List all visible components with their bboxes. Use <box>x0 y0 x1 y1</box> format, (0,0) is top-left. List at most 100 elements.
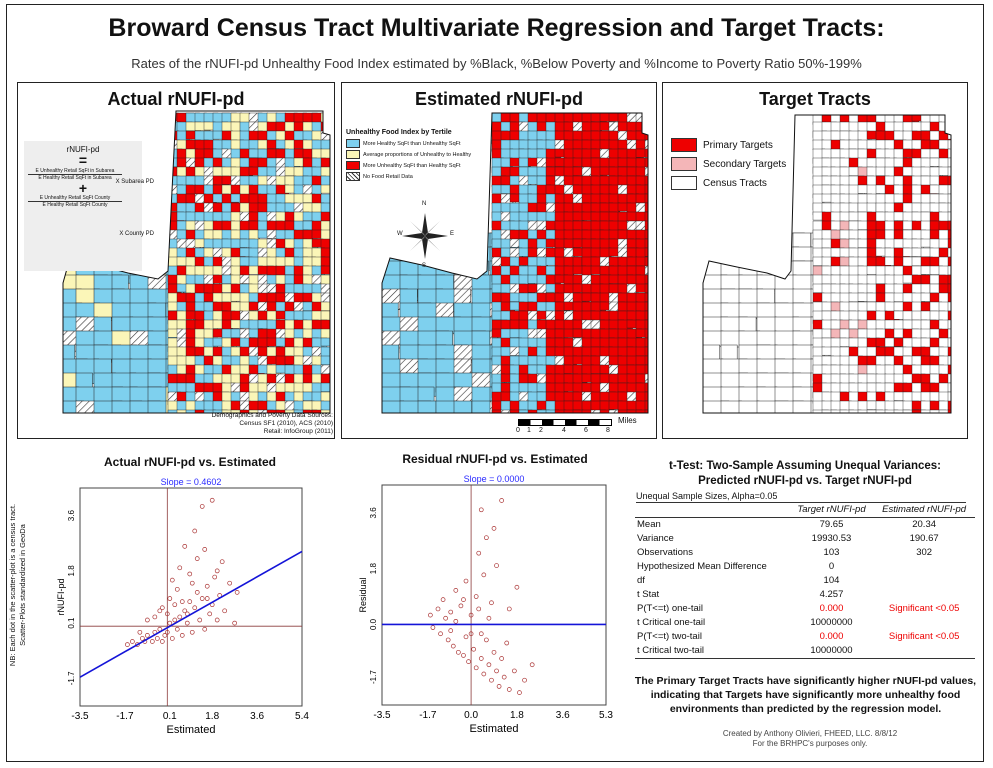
scatter-point <box>125 642 130 647</box>
census-tract <box>581 265 592 276</box>
census-tract <box>947 319 951 335</box>
census-tract <box>76 415 97 432</box>
census-tract <box>239 265 250 276</box>
row-value-1: 103 <box>823 547 840 558</box>
census-tract <box>947 409 951 413</box>
scale-tick-label: 8 <box>606 427 610 434</box>
credit-line: Created by Anthony Olivieri, FHEED, LLC.… <box>722 729 898 738</box>
census-tract <box>947 184 951 195</box>
scatter-point <box>187 571 193 577</box>
ttest-top-rule <box>636 502 966 503</box>
census-tract <box>435 302 454 320</box>
census-tract <box>831 419 841 435</box>
census-tract <box>957 302 968 317</box>
census-tract <box>654 248 657 261</box>
census-tract <box>721 415 746 433</box>
census-tract <box>608 247 619 257</box>
legend-swatch <box>671 176 697 190</box>
scatter-point <box>214 617 220 623</box>
census-tract <box>644 175 648 189</box>
census-tract <box>329 256 330 270</box>
census-tract <box>644 247 648 257</box>
census-tract <box>320 292 330 303</box>
scatter-point <box>445 637 451 643</box>
census-tract <box>212 265 224 276</box>
census-tract <box>875 409 888 413</box>
census-tract <box>738 232 764 256</box>
census-tract <box>875 184 887 194</box>
scatter-point <box>506 606 512 612</box>
compass-w: W <box>397 231 403 237</box>
row-value-2: 20.34 <box>912 519 937 530</box>
census-tract <box>739 415 770 434</box>
census-tract <box>644 113 648 126</box>
census-tract <box>212 274 223 284</box>
census-tract <box>966 275 968 284</box>
row-value-1: 19930.53 <box>811 533 852 544</box>
census-tract <box>644 265 648 275</box>
census-tract <box>947 355 951 367</box>
formula-plus: + <box>78 180 88 196</box>
census-tract <box>812 409 829 413</box>
census-tract <box>185 130 197 140</box>
census-tract <box>329 373 330 384</box>
formula-box: rNUFI-pd = E Unhealthy Retail SqFt in Su… <box>24 141 154 271</box>
census-tract <box>966 257 968 273</box>
scatter-point <box>461 653 466 658</box>
scatter-point <box>473 665 479 671</box>
census-tract <box>957 131 968 140</box>
legend-item-healthy: More Healthy SqFt than Unhealthy SqFt <box>346 139 486 148</box>
census-tract <box>491 274 502 285</box>
scatter-point <box>481 572 487 578</box>
census-tract <box>329 310 330 320</box>
compass-rose-icon <box>402 213 448 259</box>
census-tract <box>626 409 642 413</box>
census-tract <box>830 175 842 186</box>
row-label: Observations <box>637 547 693 558</box>
poster-frame <box>6 4 984 762</box>
data-sources: Demographics and Poverty Data Sources: C… <box>183 412 333 436</box>
census-tract <box>654 293 657 306</box>
census-tract <box>966 203 968 217</box>
census-tract <box>453 288 471 305</box>
census-tract <box>293 409 311 413</box>
y-tick-label: -1.7 <box>67 671 76 685</box>
legend-label: Census Tracts <box>703 177 767 189</box>
scatter-point <box>494 668 499 674</box>
census-tract <box>947 130 951 140</box>
census-tract <box>947 265 951 280</box>
census-tract <box>320 337 330 347</box>
census-tract <box>957 257 968 267</box>
census-tract <box>635 328 646 338</box>
census-tract <box>167 220 179 231</box>
census-tract <box>957 239 968 252</box>
scatter-point <box>159 605 165 611</box>
legend-item-unhealthy: More Unhealthy SqFt than Healthy SqFt <box>346 161 486 170</box>
census-tract <box>518 409 533 413</box>
scatter-point <box>430 625 436 630</box>
scatter-point <box>496 684 502 689</box>
scatter-point <box>438 631 443 637</box>
census-tract <box>947 211 951 223</box>
scatter-point <box>199 596 205 601</box>
row-label: t Critical two-tail <box>637 645 705 656</box>
census-tract <box>545 409 560 413</box>
scatter-point <box>157 608 163 614</box>
census-tract <box>644 328 648 345</box>
census-tract <box>957 230 968 244</box>
census-tract <box>266 409 280 413</box>
scatter-note-line: NB: Each dot in the scatter-plot is a ce… <box>8 503 17 667</box>
census-tract <box>947 166 951 182</box>
legend-item-secondary: Secondary Targets <box>671 157 786 171</box>
scatter-point <box>435 606 441 612</box>
scatter-point <box>491 649 497 655</box>
census-tract <box>221 409 237 413</box>
census-tract <box>947 202 951 214</box>
census-tract <box>608 409 620 413</box>
census-tract <box>911 256 922 267</box>
legend-item-primary: Primary Targets <box>671 138 786 152</box>
census-tract <box>947 175 951 186</box>
census-tract <box>248 409 266 413</box>
census-tract <box>329 184 330 194</box>
y-axis-label: rNUFI-pd <box>56 578 66 615</box>
